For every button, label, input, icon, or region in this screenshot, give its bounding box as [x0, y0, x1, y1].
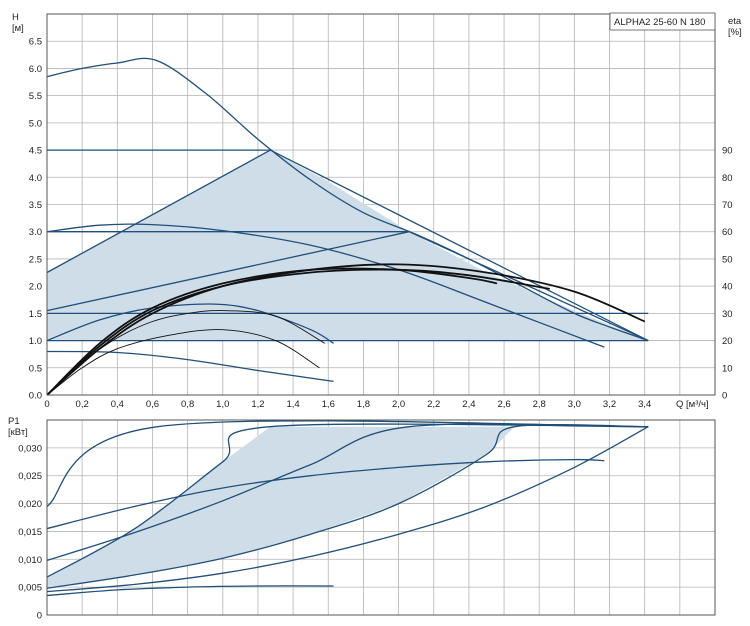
power-tick-label: 0,010 [18, 555, 42, 566]
head-tick-label: 4.0 [29, 173, 42, 184]
head-tick-label: 5.5 [29, 91, 42, 102]
head-efficiency-line [46, 329, 320, 396]
eta-tick-label: 0 [722, 391, 727, 402]
head-axis-unit: [м] [12, 23, 24, 34]
head-efficiency-line [46, 310, 325, 396]
eta-tick-label: 70 [722, 200, 733, 211]
head-speed-curve-line [46, 223, 605, 348]
top-x-axis: 0 0,2 0,4 0,6 0,8 1,0 1,2 1,4 1,6 1,8 2,0 2,2 2,4 2,6… [44, 399, 651, 410]
power-axis-label: P1 [8, 416, 20, 427]
flow-tick-label: 3,0 [568, 399, 581, 410]
bottom-chart-curves [46, 420, 649, 597]
head-efficiency-line [46, 268, 550, 396]
head-tick-label: 0.0 [29, 391, 42, 402]
flow-tick-label: 2,4 [462, 399, 475, 410]
head-speed-curve-line [46, 350, 334, 383]
model-label: ALPHA2 25-60 N 180 [614, 17, 705, 28]
flow-axis-label: Q [м³/ч] [676, 399, 709, 410]
flow-tick-label: 0 [44, 399, 49, 410]
eta-tick-label: 20 [722, 336, 733, 347]
flow-tick-label: 3,4 [638, 399, 651, 410]
top-y2-axis: 0 10 20 30 40 50 60 70 80 90 [722, 146, 733, 402]
head-efficiency-line [46, 267, 498, 396]
power-axis-unit: [кВт] [8, 427, 28, 438]
head-tick-label: 5.0 [29, 118, 42, 129]
head-tick-label: 2.5 [29, 254, 42, 265]
head-tick-label: 6.0 [29, 64, 42, 75]
flow-tick-label: 0,2 [76, 399, 89, 410]
flow-tick-label: 3,2 [603, 399, 616, 410]
flow-tick-label: 2,0 [392, 399, 405, 410]
power-tick-label: 0,030 [18, 443, 42, 454]
eta-tick-label: 90 [722, 146, 733, 157]
head-max-curve-line [46, 57, 649, 342]
head-tick-label: 4.5 [29, 146, 42, 157]
power-pressure-curve-line [46, 426, 649, 593]
flow-tick-label: 0,6 [146, 399, 159, 410]
head-axis-label: H [12, 12, 19, 23]
power-tick-label: 0 [37, 611, 42, 622]
power-tick-label: 0,015 [18, 527, 42, 538]
head-tick-label: 3.0 [29, 227, 42, 238]
eta-tick-label: 10 [722, 363, 733, 374]
eta-axis-unit: [%] [728, 27, 742, 38]
flow-tick-label: 1,8 [357, 399, 370, 410]
eta-tick-label: 80 [722, 173, 733, 184]
power-speed-curve-line [46, 458, 605, 530]
bottom-chart-frame [46, 419, 716, 616]
model-label-box [609, 12, 716, 31]
flow-tick-label: 1,0 [216, 399, 229, 410]
flow-tick-label: 1,2 [251, 399, 264, 410]
power-pressure-curve-line [46, 423, 649, 589]
head-tick-label: 6.5 [29, 37, 42, 48]
flow-tick-label: 0,4 [111, 399, 124, 410]
flow-tick-label: 2,6 [497, 399, 510, 410]
flow-tick-label: 1,4 [286, 399, 299, 410]
head-tick-label: 1.5 [29, 309, 42, 320]
head-tick-label: 2.0 [29, 282, 42, 293]
power-pressure-curve-line [46, 423, 649, 562]
top-chart-frame [46, 13, 716, 396]
top-chart-curves [46, 57, 649, 396]
head-tick-label: 0.5 [29, 363, 42, 374]
flow-tick-label: 0,8 [181, 399, 194, 410]
flow-tick-label: 1,6 [322, 399, 335, 410]
bottom-y-axis: 0 0,005 0,010 0,015 0,020 0,025 0,030 [18, 443, 42, 621]
flow-tick-label: 2,8 [533, 399, 546, 410]
power-tick-label: 0,020 [18, 499, 42, 510]
flow-tick-label: 2,2 [427, 399, 440, 410]
head-speed-curve-line [46, 303, 334, 344]
eta-axis-label: eta [728, 16, 742, 27]
eta-tick-label: 30 [722, 309, 733, 320]
head-tick-label: 1.0 [29, 336, 42, 347]
head-proportional-pressure-line [46, 149, 649, 342]
power-speed-curve-line [46, 585, 334, 597]
power-tick-label: 0,025 [18, 471, 42, 482]
top-y-axis: 0.0 0.5 1.0 1.5 2.0 2.5 3.0 3.5 4.0 4.5 5.0 5.5 6.0 6… [29, 37, 42, 402]
eta-tick-label: 50 [722, 254, 733, 265]
head-proportional-pressure-line [46, 231, 649, 342]
eta-tick-label: 40 [722, 282, 733, 293]
eta-tick-label: 60 [722, 227, 733, 238]
head-tick-label: 3.5 [29, 200, 42, 211]
power-tick-label: 0,005 [18, 583, 42, 594]
